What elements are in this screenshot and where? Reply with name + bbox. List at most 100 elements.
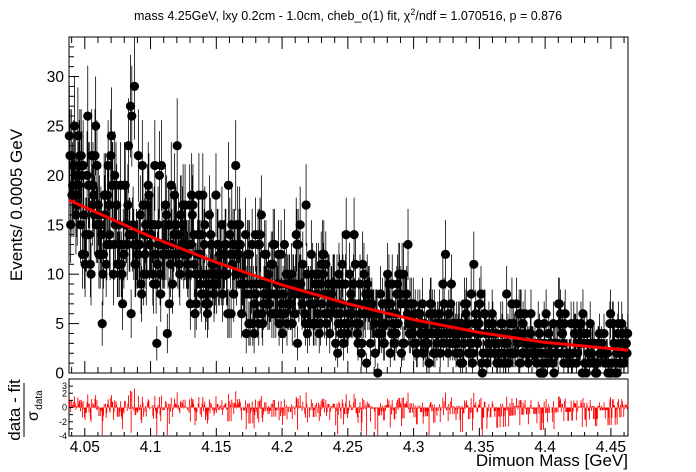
residual-y-label-subscript: data	[34, 390, 45, 410]
data-point	[559, 318, 570, 329]
data-point	[571, 358, 581, 368]
data-point	[231, 160, 241, 171]
data-point	[169, 190, 180, 200]
residual-y-label-numerator: data - fit	[5, 379, 24, 441]
data-point	[254, 239, 264, 250]
data-point	[229, 289, 239, 299]
data-point	[195, 279, 205, 289]
data-point	[255, 230, 265, 240]
data-point	[314, 328, 324, 339]
data-point	[123, 200, 133, 210]
data-point	[502, 289, 512, 299]
data-point	[525, 328, 535, 339]
data-point	[144, 190, 154, 200]
data-point	[156, 160, 166, 171]
data-point	[426, 299, 436, 309]
data-point	[333, 348, 343, 358]
data-point	[446, 279, 457, 289]
data-point	[619, 358, 629, 368]
data-point	[277, 328, 288, 339]
data-point	[417, 299, 428, 309]
data-point	[458, 358, 468, 368]
data-point	[344, 269, 355, 279]
y-tick-label: 10	[47, 267, 65, 284]
data-point	[287, 269, 297, 279]
data-point	[511, 299, 522, 309]
data-point	[150, 160, 160, 171]
y-axis-ticks: 0 5 10 15 20 25 30	[47, 36, 79, 383]
data-point	[435, 348, 445, 358]
data-point	[106, 131, 117, 141]
data-point	[154, 170, 165, 180]
y-tick-label: 20	[47, 168, 65, 185]
data-point	[487, 309, 497, 319]
data-point	[269, 239, 280, 250]
data-point	[367, 299, 377, 309]
data-point	[341, 230, 351, 240]
data-point	[415, 309, 425, 319]
data-point	[560, 309, 570, 319]
data-point	[104, 200, 114, 210]
data-point	[338, 338, 349, 348]
data-point	[370, 348, 380, 358]
data-point	[143, 180, 153, 190]
data-point	[156, 289, 166, 299]
data-point	[544, 328, 554, 339]
chart-title-prefix: mass 4.25GeV, lxy 0.2cm - 1.0cm, cheb_o(…	[134, 9, 411, 23]
data-point	[393, 318, 403, 329]
data-point	[340, 279, 351, 289]
data-point	[223, 180, 234, 190]
y-tick-label: 30	[47, 69, 65, 86]
data-point	[97, 318, 107, 329]
data-point	[191, 299, 201, 309]
data-point	[424, 358, 434, 368]
data-point	[162, 328, 172, 339]
data-point	[301, 200, 311, 210]
data-point	[383, 269, 393, 279]
x-tick-labels: 4.05 4.1 4.15 4.2 4.25 4.3 4.35 4.4 4.45	[70, 439, 626, 456]
data-point	[342, 328, 353, 339]
data-point	[612, 368, 622, 378]
data-point	[365, 338, 376, 348]
residual-y-label-sigma: σ	[25, 411, 42, 421]
data-points-layer	[64, 37, 633, 378]
data-point	[473, 338, 483, 348]
data-point	[264, 299, 274, 309]
data-point	[78, 160, 88, 171]
data-point	[197, 230, 207, 240]
data-point	[480, 309, 490, 319]
data-point	[461, 299, 472, 309]
data-point	[467, 358, 478, 368]
data-point	[617, 318, 627, 329]
data-point	[209, 289, 219, 299]
data-point	[183, 259, 193, 269]
data-point	[295, 220, 305, 230]
residual-y-tick-label: 3	[62, 381, 67, 391]
data-point	[112, 200, 122, 210]
data-point	[226, 309, 236, 319]
data-point	[375, 289, 385, 299]
data-point	[151, 279, 161, 289]
data-point	[398, 269, 409, 279]
data-point	[244, 249, 255, 260]
residual-y-tick-label: -2	[59, 417, 67, 427]
x-tick-label: 4.05	[70, 439, 100, 456]
x-tick-label: 4.3	[403, 439, 425, 456]
data-point	[346, 289, 356, 299]
fit-curve	[68, 198, 629, 352]
data-point	[172, 141, 182, 151]
data-point	[201, 289, 211, 299]
data-point	[403, 239, 413, 250]
data-point	[261, 249, 271, 260]
data-point	[358, 259, 368, 269]
data-point	[443, 348, 453, 358]
data-point	[523, 358, 533, 368]
x-tick-label: 4.25	[333, 439, 363, 456]
data-point	[126, 309, 136, 319]
data-point	[117, 269, 127, 279]
data-point	[476, 289, 486, 299]
residual-y-label: data - fit σ data	[5, 379, 45, 441]
data-point	[241, 328, 251, 339]
data-point	[233, 249, 243, 260]
data-point	[396, 348, 407, 358]
